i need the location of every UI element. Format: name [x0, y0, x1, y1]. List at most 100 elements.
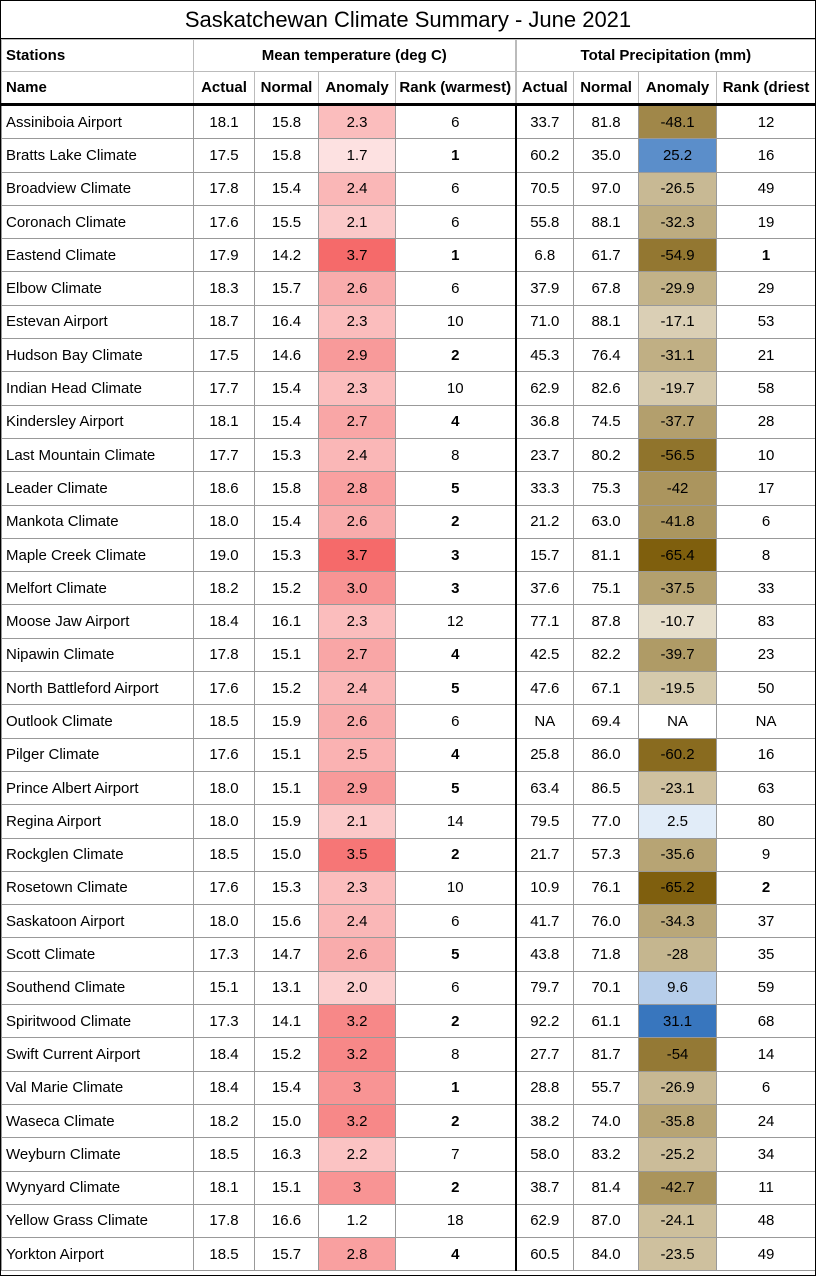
cell: Total Precipitation (mm) — [514, 39, 815, 72]
cell: 18.2 — [193, 571, 255, 606]
cell: -34.3 — [638, 904, 718, 939]
cell: 55.7 — [573, 1070, 640, 1105]
cell: 84.0 — [573, 1237, 640, 1272]
cell: 19.0 — [193, 537, 255, 573]
cell: 2.8 — [318, 1237, 396, 1272]
cell: 17.9 — [193, 238, 255, 273]
cell: 1.7 — [318, 138, 396, 173]
cell: 53 — [716, 304, 815, 340]
row: Estevan Airport 18.7 16.4 2.3 10 71.0 88.1 -17.… — [1, 304, 815, 340]
cell: 21.7 — [514, 837, 575, 872]
row: Broadview Climate 17.8 15.4 2.4 6 70.5 97.0 -26… — [1, 171, 815, 206]
cell: Mean temperature (deg C) — [192, 39, 517, 72]
cell: -29.9 — [638, 271, 718, 306]
cell: 41.7 — [514, 904, 575, 939]
cell: 2.3 — [318, 371, 396, 406]
cell: -65.2 — [638, 870, 718, 906]
cell: Prince Albert Airport — [1, 770, 194, 806]
cell: 17.5 — [193, 138, 255, 173]
cell: -23.5 — [638, 1237, 718, 1272]
cell: Eastend Climate — [1, 238, 194, 273]
cell: 17.8 — [193, 637, 255, 673]
cell: 6 — [394, 904, 517, 939]
cell: 11 — [716, 1170, 815, 1205]
cell: 3 — [394, 537, 517, 573]
cell: Hudson Bay Climate — [1, 338, 194, 373]
cell: 17 — [716, 471, 815, 506]
cell: Rockglen Climate — [1, 837, 194, 872]
row: Southend Climate 15.1 13.1 2.0 6 79.7 70.1 9.6 5… — [1, 970, 815, 1006]
row: Prince Albert Airport 18.0 15.1 2.9 5 63.4 86.… — [1, 770, 815, 806]
cell: Nipawin Climate — [1, 637, 194, 673]
cell: Stations — [1, 39, 194, 72]
cell: 17.6 — [193, 671, 255, 706]
row: Stations Mean temperature (deg C) Total Pr… — [1, 39, 815, 72]
cell: 77.0 — [573, 804, 640, 839]
cell: Name — [1, 71, 194, 106]
cell: 92.2 — [514, 1004, 575, 1039]
cell: 21.2 — [514, 504, 575, 539]
cell: 59 — [716, 970, 815, 1006]
cell: 70.1 — [573, 970, 640, 1006]
cell: 23.7 — [514, 437, 575, 473]
cell: 34 — [716, 1137, 815, 1172]
cell: 9 — [716, 837, 815, 872]
row: Saskatoon Airport 18.0 15.6 2.4 6 41.7 76.0 -34… — [1, 904, 815, 939]
cell: 76.4 — [573, 338, 640, 373]
cell: 2.5 — [638, 804, 718, 839]
cell: 55.8 — [514, 204, 575, 240]
cell: -65.4 — [638, 537, 718, 573]
cell: 75.1 — [573, 571, 640, 606]
row: Hudson Bay Climate 17.5 14.6 2.9 2 45.3 76.4 -3… — [1, 338, 815, 373]
row: Rockglen Climate 18.5 15.0 3.5 2 21.7 57.3 -35.… — [1, 837, 815, 872]
cell: 18.0 — [193, 904, 255, 939]
cell: Val Marie Climate — [1, 1070, 194, 1105]
cell: 16 — [716, 138, 815, 173]
row: Mankota Climate 18.0 15.4 2.6 2 21.2 63.0 -41.8… — [1, 504, 815, 539]
row: Yorkton Airport 18.5 15.7 2.8 4 60.5 84.0 -23.5… — [1, 1237, 815, 1272]
cell: 10 — [394, 304, 517, 340]
cell: 63.0 — [573, 504, 640, 539]
cell: 83 — [716, 604, 815, 639]
cell: 21 — [716, 338, 815, 373]
cell: 58.0 — [514, 1137, 575, 1172]
cell: 1 — [716, 238, 815, 273]
cell: Estevan Airport — [1, 304, 194, 340]
cell: 15.5 — [254, 204, 319, 240]
cell: -17.1 — [638, 304, 718, 340]
cell: Assiniboia Airport — [1, 103, 194, 140]
cell: 3.5 — [318, 837, 396, 872]
cell: Coronach Climate — [1, 204, 194, 240]
cell: -32.3 — [638, 204, 718, 240]
cell: 14.7 — [254, 937, 319, 972]
cell: 2.9 — [318, 338, 396, 373]
cell: 15.4 — [254, 171, 319, 206]
cell: 16 — [716, 737, 815, 772]
cell: Kindersley Airport — [1, 404, 194, 439]
cell: 19 — [716, 204, 815, 240]
cell: 9.6 — [638, 970, 718, 1006]
cell: 17.5 — [193, 338, 255, 373]
cell: 2.4 — [318, 437, 396, 473]
cell: -42.7 — [638, 1170, 718, 1205]
cell: -54.9 — [638, 238, 718, 273]
cell: Melfort Climate — [1, 571, 194, 606]
cell: 3 — [394, 571, 517, 606]
cell: 4 — [394, 404, 517, 439]
cell: 17.6 — [193, 870, 255, 906]
cell: -56.5 — [638, 437, 718, 473]
cell: 6 — [394, 103, 517, 140]
cell: 16.3 — [254, 1137, 319, 1172]
cell: Actual — [193, 71, 255, 106]
cell: 18.4 — [193, 604, 255, 639]
cell: 15.1 — [254, 1170, 319, 1205]
cell: 17.7 — [193, 371, 255, 406]
cell: 18.4 — [193, 1070, 255, 1105]
cell: 5 — [394, 937, 517, 972]
cell: Yellow Grass Climate — [1, 1203, 194, 1239]
row: Last Mountain Climate 17.7 15.3 2.4 8 23.7 80.… — [1, 437, 815, 473]
cell: 14.2 — [254, 238, 319, 273]
row: Pilger Climate 17.6 15.1 2.5 4 25.8 86.0 -60.2 1… — [1, 737, 815, 772]
cell: 15.8 — [254, 471, 319, 506]
cell: Normal — [254, 71, 319, 106]
